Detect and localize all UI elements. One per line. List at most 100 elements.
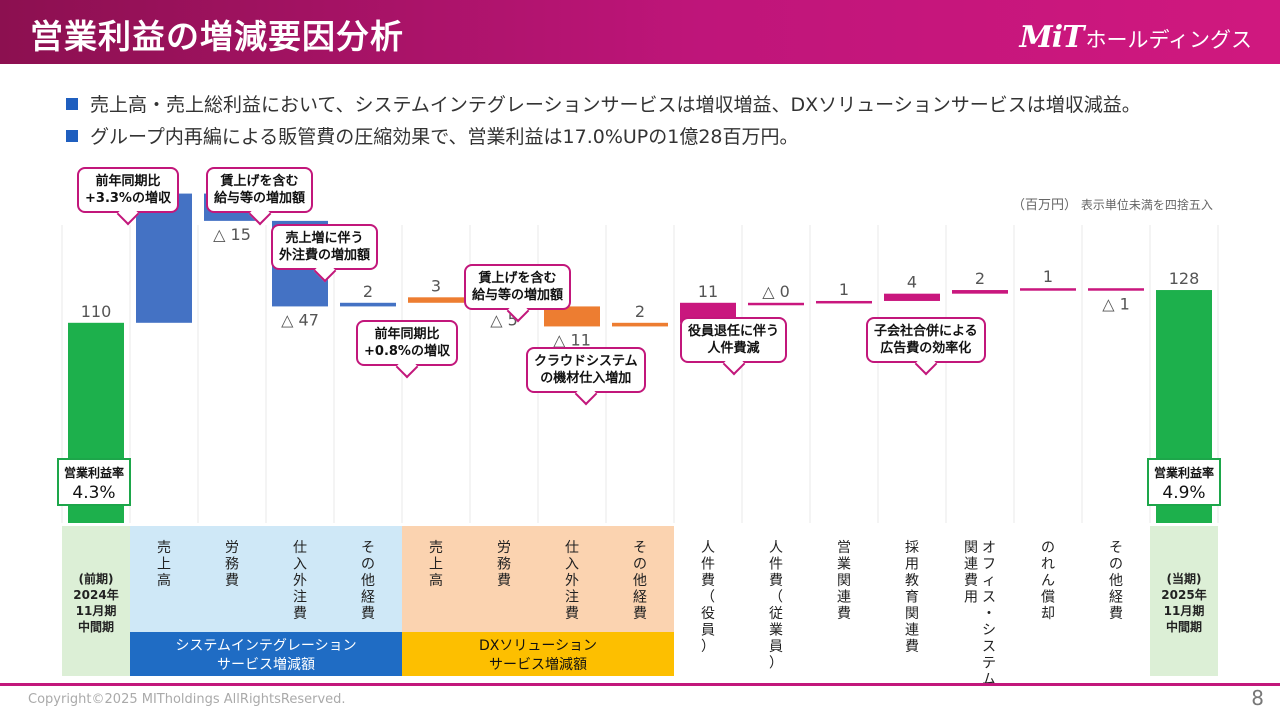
callout-4: 賃上げを含む 給与等の増加額 (464, 264, 572, 310)
data-label-13: 2 (975, 269, 985, 288)
callout-6: 役員退任に伴う 人件費減 (680, 317, 788, 363)
category-label-char: 注 (565, 590, 579, 606)
category-label-char: 労 (497, 540, 511, 556)
category-label-char: 上 (429, 557, 443, 573)
category-label-char: 費 (497, 573, 511, 589)
group-label-dx: サービス増減額 (489, 656, 587, 673)
logo-mark: MiT (1019, 20, 1085, 55)
category-label-char: テ (982, 656, 996, 672)
callout-0: 前年同期比 +3.3%の増収 (77, 167, 179, 213)
callout-1: 賃上げを含む 給与等の増加額 (206, 167, 314, 213)
category-label-char: 務 (497, 557, 511, 573)
category-label-char: 費 (225, 573, 239, 589)
category-label-char: の (633, 557, 647, 573)
category-label-char: 費 (361, 606, 375, 622)
data-label-11: 1 (839, 280, 849, 299)
category-label-char: 費 (837, 606, 851, 622)
category-label-char: （ (701, 590, 715, 606)
category-label-char: 務 (225, 557, 239, 573)
category-label-char: ス (982, 639, 996, 655)
data-label-8: 2 (635, 302, 645, 321)
category-label-char: 人 (701, 540, 715, 556)
bar-15 (1088, 288, 1144, 291)
category-label-char: 採 (905, 540, 919, 556)
category-label-char: 却 (1041, 606, 1055, 622)
category-label-char: 関 (837, 573, 851, 589)
category-label-total: 2024年 (73, 587, 118, 602)
category-label-char: そ (633, 540, 647, 556)
category-label-char: 費 (769, 573, 783, 589)
unit-note: （百万円） 表示単位未満を四捨五入 (1012, 194, 1213, 213)
category-label-char: 費 (1109, 606, 1123, 622)
category-bg-current-lower (1150, 632, 1218, 676)
category-label-char: 用 (964, 590, 978, 606)
bar-1 (136, 193, 192, 323)
category-label-char: 役 (701, 606, 715, 622)
category-label-char: 費 (293, 606, 307, 622)
category-bg-dx (402, 526, 674, 632)
group-band-si (130, 632, 402, 676)
category-label-char: 償 (1041, 590, 1055, 606)
data-label-15: △ 1 (1102, 295, 1130, 314)
copyright: Copyright©2025 MITholdings AllRightsRese… (28, 692, 346, 707)
category-label-char: 費 (701, 573, 715, 589)
operating-margin-box-previous: 営業利益率 4.3% (57, 458, 131, 506)
bar-4 (340, 302, 396, 307)
category-label-char: 連 (837, 590, 851, 606)
category-bg-previous-lower (62, 632, 130, 676)
group-label-dx: DXソリューション (479, 638, 597, 654)
page-title: 営業利益の増減要因分析 (30, 17, 404, 56)
group-label-si: サービス増減額 (217, 656, 315, 673)
data-label-4: 2 (363, 282, 373, 301)
category-label-char: の (361, 557, 375, 573)
data-label-9: 11 (698, 282, 718, 301)
category-label-char: 他 (1109, 573, 1123, 589)
logo-text: ホールディングス (1085, 28, 1252, 52)
category-label-char: 労 (225, 540, 239, 556)
rounding-note: 表示単位未満を四捨五入 (1080, 198, 1213, 212)
category-label-char: 経 (361, 590, 375, 606)
category-label-char: 高 (157, 572, 171, 589)
category-label-char: 育 (905, 590, 919, 606)
bullet-1: 売上高・売上総利益において、システムインテグレーションサービスは増収増益、DXソ… (66, 90, 1141, 117)
category-label-total: 11月期 (1164, 603, 1205, 618)
bullet-2: グループ内再編による販管費の圧縮効果で、営業利益は17.0%UPの1億28百万円… (66, 122, 799, 149)
category-label-char: 員 (769, 639, 783, 655)
data-label-7: △ 11 (553, 330, 591, 349)
category-label-char: 他 (361, 573, 375, 589)
category-label-char: 他 (633, 573, 647, 589)
category-label-char: 連 (964, 557, 978, 573)
category-label-char: ん (1041, 573, 1055, 589)
category-label-char: 連 (905, 623, 919, 639)
category-bg-previous (62, 526, 130, 632)
category-label-total: 2025年 (1161, 587, 1206, 602)
category-bg-current (1150, 526, 1218, 632)
company-logo: MiTホールディングス (1020, 20, 1252, 55)
category-label-char: 経 (1109, 590, 1123, 606)
category-label-char: 売 (429, 540, 443, 556)
callout-7: 子会社合併による 広告費の効率化 (866, 317, 986, 363)
category-label-char: 上 (157, 557, 171, 573)
bar-12 (884, 293, 940, 301)
category-label-char: 外 (293, 573, 307, 589)
category-label-total: 中間期 (1166, 619, 1202, 634)
category-label-char: 売 (157, 540, 171, 556)
bar-13 (952, 290, 1008, 294)
callout-3: 前年同期比 +0.8%の増収 (356, 320, 458, 366)
category-label-total: (前期) (79, 571, 114, 586)
category-label-char: の (1109, 557, 1123, 573)
data-label-16: 128 (1169, 269, 1200, 288)
rate-value: 4.3% (72, 483, 116, 503)
category-label-total: 11月期 (76, 603, 117, 618)
category-label-char: の (1041, 540, 1055, 556)
category-label-char: 費 (905, 639, 919, 655)
header-bar: 営業利益の増減要因分析 MiTホールディングス (0, 0, 1280, 64)
data-label-5: 3 (431, 276, 441, 295)
category-label-char: （ (769, 590, 783, 606)
bar-14 (1020, 288, 1076, 291)
rate-value: 4.9% (1162, 483, 1206, 503)
category-label-char: ・ (982, 606, 996, 622)
category-label-char: 業 (769, 623, 783, 639)
category-label-char: 入 (293, 557, 307, 573)
category-label-char: 経 (633, 590, 647, 606)
